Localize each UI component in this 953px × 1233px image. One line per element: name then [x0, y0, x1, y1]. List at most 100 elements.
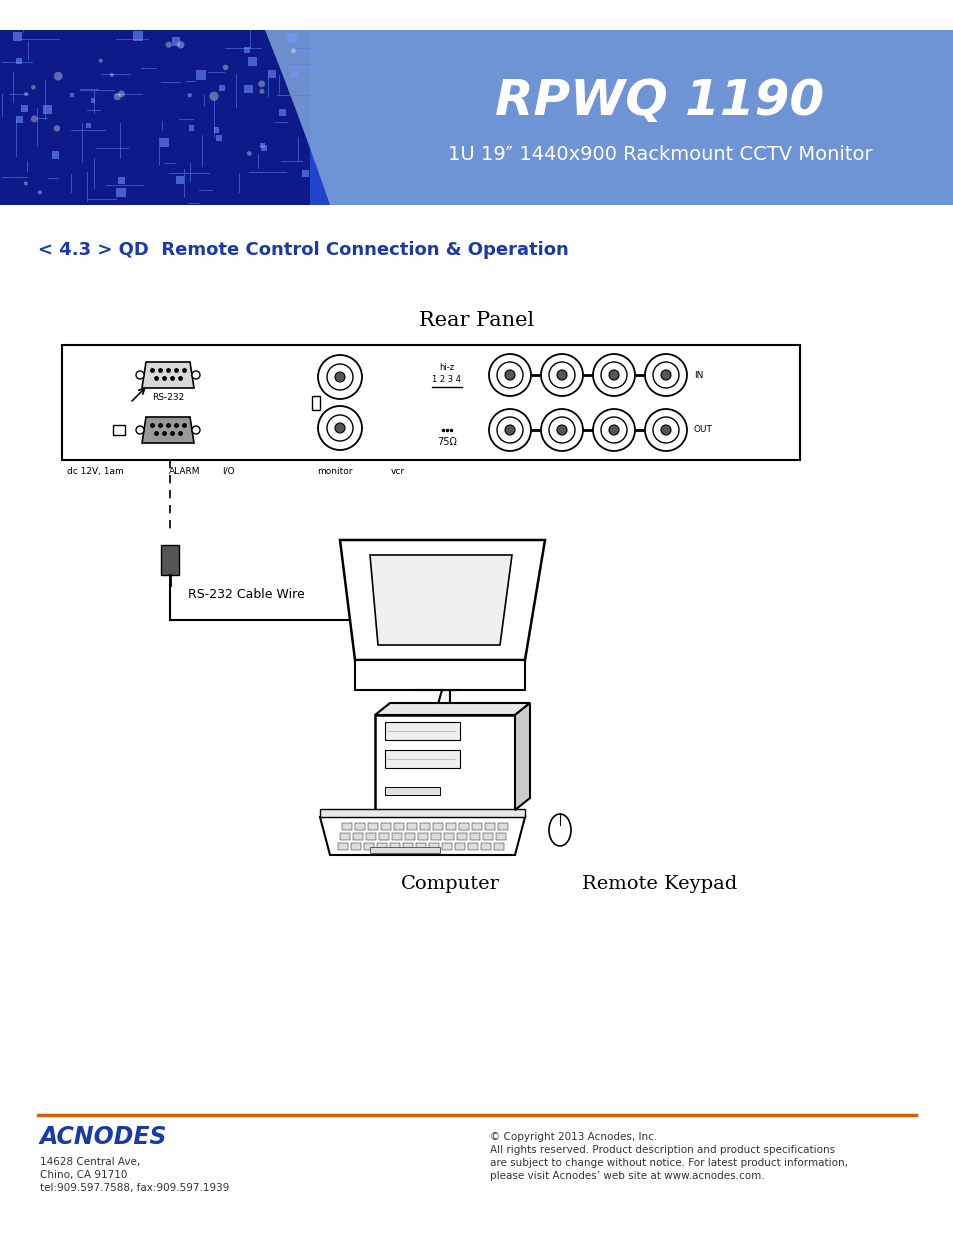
- Text: dc 12V, 1am: dc 12V, 1am: [67, 467, 123, 476]
- Bar: [443, 834, 454, 840]
- Text: RS-232: RS-232: [152, 393, 184, 402]
- Bar: [456, 834, 467, 840]
- Bar: [160, 138, 169, 147]
- Text: All rights reserved. Product description and product specifications: All rights reserved. Product description…: [490, 1145, 834, 1155]
- Text: I/O: I/O: [221, 467, 234, 476]
- Bar: [380, 822, 391, 830]
- Text: < 4.3 > QD  Remote Control Connection & Operation: < 4.3 > QD Remote Control Connection & O…: [38, 240, 568, 259]
- Bar: [117, 178, 125, 185]
- Bar: [86, 123, 91, 127]
- Bar: [480, 843, 491, 850]
- Bar: [366, 834, 375, 840]
- Bar: [62, 345, 800, 460]
- Bar: [385, 723, 459, 740]
- Circle shape: [166, 42, 172, 48]
- Bar: [12, 32, 22, 41]
- Bar: [70, 92, 74, 97]
- Bar: [243, 47, 250, 53]
- Bar: [43, 105, 51, 113]
- Polygon shape: [370, 555, 512, 645]
- Circle shape: [608, 425, 618, 435]
- Bar: [484, 822, 495, 830]
- Bar: [219, 85, 225, 91]
- Bar: [278, 109, 286, 116]
- Circle shape: [317, 406, 361, 450]
- Bar: [370, 847, 439, 853]
- Circle shape: [192, 371, 200, 379]
- Text: monitor: monitor: [317, 467, 353, 476]
- Circle shape: [497, 417, 522, 443]
- Circle shape: [291, 48, 295, 53]
- Bar: [470, 834, 479, 840]
- Text: are subject to change without notice. For latest product information,: are subject to change without notice. Fo…: [490, 1158, 847, 1168]
- Bar: [339, 834, 350, 840]
- Bar: [446, 822, 456, 830]
- Circle shape: [608, 370, 618, 380]
- Bar: [161, 545, 179, 575]
- Bar: [407, 822, 416, 830]
- Text: IN: IN: [693, 370, 702, 380]
- Bar: [20, 105, 28, 112]
- Text: 1U 19″ 1440x900 Rackmount CCTV Monitor: 1U 19″ 1440x900 Rackmount CCTV Monitor: [447, 144, 871, 164]
- Bar: [405, 834, 415, 840]
- Circle shape: [644, 409, 686, 451]
- Text: tel:909.597.7588, fax:909.597.1939: tel:909.597.7588, fax:909.597.1939: [40, 1182, 229, 1194]
- Text: 1 2 3 4: 1 2 3 4: [432, 376, 461, 385]
- Polygon shape: [265, 30, 953, 205]
- Bar: [312, 396, 319, 411]
- Text: ACNODES: ACNODES: [40, 1124, 168, 1149]
- Bar: [494, 843, 503, 850]
- Polygon shape: [515, 703, 530, 810]
- Bar: [51, 152, 59, 159]
- Circle shape: [177, 41, 184, 48]
- Bar: [472, 822, 481, 830]
- Bar: [351, 843, 360, 850]
- Bar: [16, 116, 23, 123]
- Bar: [455, 843, 464, 850]
- Bar: [292, 72, 298, 78]
- Bar: [133, 31, 143, 41]
- Text: Rear Panel: Rear Panel: [419, 311, 534, 329]
- Circle shape: [53, 126, 60, 132]
- Polygon shape: [319, 809, 524, 817]
- Circle shape: [327, 364, 353, 390]
- Text: Chino, CA 91710: Chino, CA 91710: [40, 1170, 128, 1180]
- Bar: [91, 99, 95, 102]
- Circle shape: [118, 90, 125, 97]
- Bar: [364, 843, 374, 850]
- Circle shape: [209, 91, 218, 101]
- Bar: [302, 170, 309, 176]
- Circle shape: [24, 92, 29, 96]
- Bar: [355, 822, 365, 830]
- Text: 75Ω: 75Ω: [436, 436, 456, 448]
- Circle shape: [497, 363, 522, 388]
- Bar: [341, 822, 352, 830]
- Text: please visit Acnodes’ web site at www.acnodes.com.: please visit Acnodes’ web site at www.ac…: [490, 1171, 763, 1181]
- Bar: [176, 176, 184, 184]
- Bar: [433, 822, 442, 830]
- Bar: [431, 834, 440, 840]
- Bar: [196, 70, 206, 80]
- Bar: [385, 750, 459, 768]
- Text: 14628 Central Ave,: 14628 Central Ave,: [40, 1157, 140, 1166]
- Bar: [116, 187, 126, 197]
- Circle shape: [548, 363, 575, 388]
- Circle shape: [489, 409, 531, 451]
- Circle shape: [258, 80, 265, 88]
- Polygon shape: [355, 660, 524, 690]
- Bar: [213, 127, 218, 132]
- Circle shape: [504, 425, 515, 435]
- Bar: [497, 822, 507, 830]
- Circle shape: [540, 354, 582, 396]
- Circle shape: [335, 372, 345, 382]
- Polygon shape: [375, 703, 530, 715]
- Bar: [468, 843, 477, 850]
- Bar: [0, 30, 953, 205]
- Circle shape: [222, 64, 228, 70]
- Polygon shape: [142, 417, 193, 443]
- Circle shape: [53, 72, 63, 80]
- Circle shape: [31, 85, 35, 90]
- Bar: [215, 134, 221, 141]
- Text: Remote Keypad: Remote Keypad: [581, 875, 737, 893]
- Polygon shape: [319, 817, 524, 854]
